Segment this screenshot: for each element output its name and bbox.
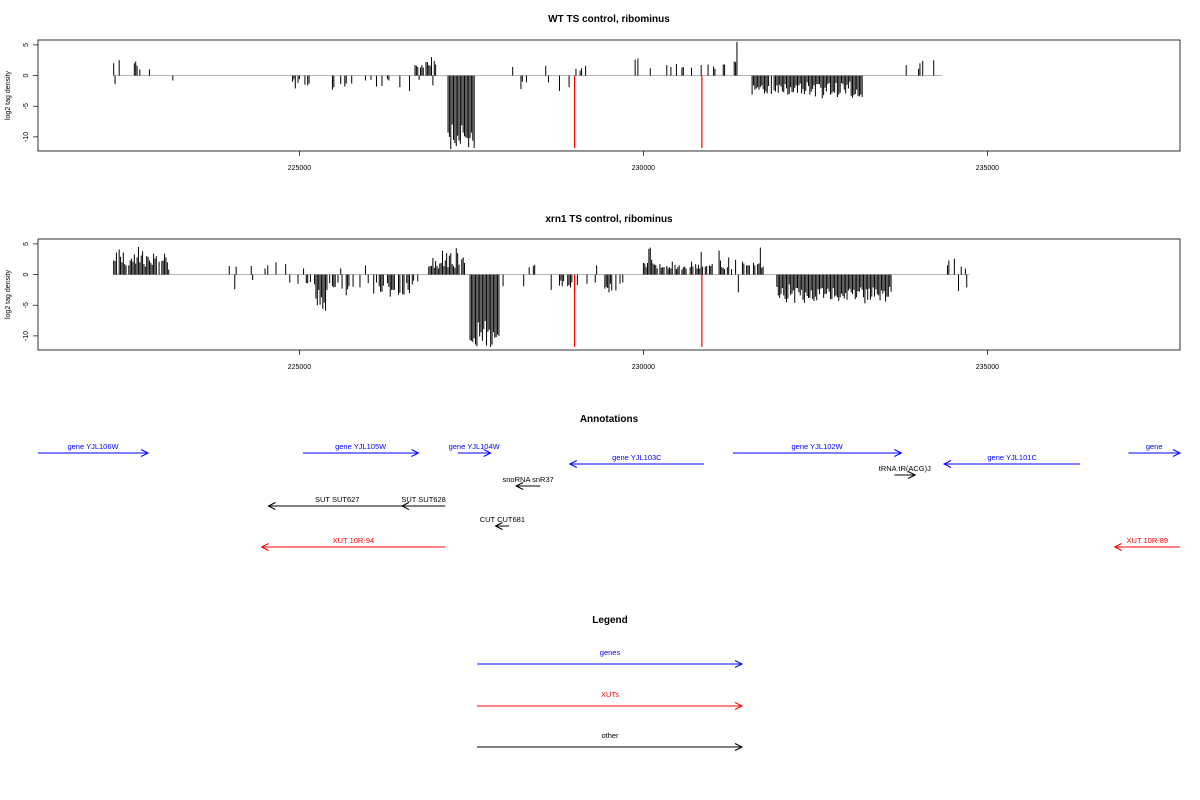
legend-item-xut: XUTs bbox=[477, 690, 744, 710]
feature-arrow bbox=[267, 502, 407, 510]
feature-label: gene YJL105W bbox=[335, 442, 387, 451]
feature-label: XUT 10R-89 bbox=[1127, 536, 1169, 545]
arrow-head bbox=[494, 522, 503, 530]
legend-arrow bbox=[477, 702, 744, 710]
feature-label: gene bbox=[1146, 442, 1163, 451]
bar-series bbox=[113, 41, 935, 150]
feature-other: snoRNA snR37 bbox=[503, 475, 554, 490]
panel-2: xrn1 TS control, ribominus 5 0 -5 -10 log2 ta… bbox=[5, 214, 1181, 371]
legend-label: genes bbox=[600, 648, 621, 657]
feature-label: gene YJL104W bbox=[449, 442, 501, 451]
feature-other: SUT SUT627 bbox=[267, 495, 407, 510]
feature-gene: gene YJL103C bbox=[568, 453, 704, 468]
x-tick-label: 225000 bbox=[288, 364, 311, 371]
feature-arrow bbox=[1128, 449, 1182, 457]
y-tick-label: -10 bbox=[23, 331, 30, 341]
x-tick-label: 235000 bbox=[976, 364, 999, 371]
feature-gene: gene YJL105W bbox=[302, 442, 420, 457]
legend-item-other: other bbox=[477, 731, 744, 751]
arrow-head bbox=[411, 449, 420, 457]
y-tick-label: 0 bbox=[23, 273, 30, 277]
plot-frame bbox=[37, 39, 1181, 152]
y-axis-label: log2 tag density bbox=[5, 269, 12, 319]
annotations-track: Annotations gene YJL106W gene YJL105W gene … bbox=[38, 414, 1182, 551]
legend-item-gene: genes bbox=[477, 648, 744, 668]
feature-arrow bbox=[894, 471, 917, 479]
y-tick-label: 5 bbox=[23, 242, 30, 246]
legend-label: other bbox=[601, 731, 619, 740]
feature-arrow bbox=[942, 460, 1081, 468]
feature-gene: gene YJL106W bbox=[38, 442, 150, 457]
feature-label: SUT SUT627 bbox=[315, 495, 359, 504]
feature-label: gene YJL103C bbox=[612, 453, 662, 462]
feature-arrow bbox=[38, 449, 150, 457]
arrow-head bbox=[734, 660, 744, 668]
feature-arrow bbox=[302, 449, 420, 457]
arrow-head bbox=[515, 482, 524, 490]
arrow-head bbox=[1172, 449, 1182, 457]
feature-arrow bbox=[732, 449, 903, 457]
x-tick-label: 230000 bbox=[632, 165, 655, 172]
feature-other: tRNA tR(ACG)J bbox=[879, 464, 931, 479]
arrow-head bbox=[568, 460, 578, 468]
y-tick-label: 5 bbox=[23, 43, 30, 47]
arrow-head bbox=[140, 449, 150, 457]
legend-arrow bbox=[477, 660, 744, 668]
arrow-head bbox=[734, 702, 744, 710]
feature-label: gene YJL102W bbox=[792, 442, 844, 451]
plot-frame bbox=[37, 238, 1181, 351]
arrow-head bbox=[907, 471, 917, 479]
legend: Legend genes XUTs other bbox=[477, 615, 744, 751]
feature-label: XUT 10R-94 bbox=[333, 536, 375, 545]
feature-arrow bbox=[260, 543, 446, 551]
arrow-head bbox=[260, 543, 269, 551]
feature-label: gene YJL106W bbox=[67, 442, 119, 451]
arrow-head bbox=[1113, 543, 1122, 551]
feature-gene: gene YJL101C bbox=[942, 453, 1081, 468]
y-tick-label: -10 bbox=[23, 132, 30, 142]
annotations-title: Annotations bbox=[580, 414, 639, 425]
feature-other: SUT SUT628 bbox=[400, 495, 446, 510]
y-tick-label: 0 bbox=[23, 74, 30, 78]
feature-label: SUT SUT628 bbox=[401, 495, 445, 504]
y-tick-label: -5 bbox=[23, 302, 30, 308]
legend-arrow bbox=[477, 743, 744, 751]
y-axis-label: log2 tag density bbox=[5, 70, 12, 120]
feature-other: CUT CUT681 bbox=[480, 515, 525, 530]
arrow-head bbox=[942, 460, 952, 468]
feature-arrow bbox=[515, 482, 541, 490]
arrow-head bbox=[400, 502, 410, 510]
feature-label: snoRNA snR37 bbox=[503, 475, 554, 484]
x-tick-label: 225000 bbox=[288, 165, 311, 172]
bar-series bbox=[113, 246, 968, 347]
feature-label: CUT CUT681 bbox=[480, 515, 525, 524]
feature-arrow bbox=[457, 449, 492, 457]
feature-gene: gene YJL104W bbox=[449, 442, 501, 457]
arrow-head bbox=[483, 449, 492, 457]
feature-xut: XUT 10R-89 bbox=[1113, 536, 1180, 551]
chart-title: xrn1 TS control, ribominus bbox=[545, 214, 673, 225]
feature-label: tRNA tR(ACG)J bbox=[879, 464, 931, 473]
x-tick-label: 230000 bbox=[632, 364, 655, 371]
panel-1: WT TS control, ribominus 5 0 -5 -10 log2 tag … bbox=[5, 14, 1181, 172]
feature-arrow bbox=[400, 502, 446, 510]
feature-label: gene YJL101C bbox=[987, 453, 1037, 462]
arrow-head bbox=[267, 502, 276, 510]
chart-title: WT TS control, ribominus bbox=[548, 14, 670, 25]
legend-label: XUTs bbox=[601, 690, 619, 699]
x-tick-label: 235000 bbox=[976, 165, 999, 172]
feature-xut: XUT 10R-94 bbox=[260, 536, 446, 551]
feature-arrow bbox=[494, 522, 510, 530]
feature-gene: gene YJL102W bbox=[732, 442, 903, 457]
feature-gene: gene bbox=[1128, 442, 1182, 457]
y-tick-label: -5 bbox=[23, 103, 30, 109]
legend-title: Legend bbox=[592, 615, 628, 626]
feature-arrow bbox=[1113, 543, 1180, 551]
arrow-head bbox=[894, 449, 903, 457]
feature-arrow bbox=[568, 460, 704, 468]
arrow-head bbox=[734, 743, 744, 751]
